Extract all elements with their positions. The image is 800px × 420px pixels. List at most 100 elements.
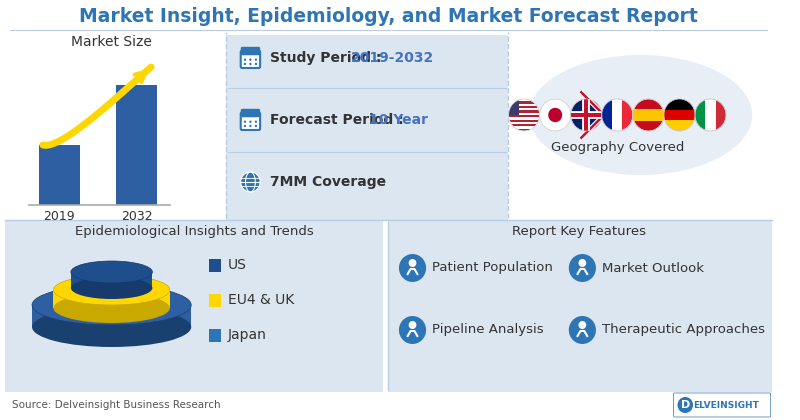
- Bar: [578, 115, 604, 140]
- Bar: [509, 99, 519, 115]
- Bar: [388, 220, 772, 242]
- Bar: [209, 329, 222, 342]
- Text: Therapeutic Approaches: Therapeutic Approaches: [602, 323, 765, 336]
- Text: Market Size: Market Size: [71, 35, 152, 49]
- FancyBboxPatch shape: [241, 109, 260, 117]
- Circle shape: [244, 63, 246, 65]
- Bar: [695, 99, 716, 131]
- Bar: [578, 90, 604, 115]
- Bar: [633, 109, 664, 121]
- Text: 2032: 2032: [121, 210, 153, 223]
- Text: Market Outlook: Market Outlook: [602, 262, 704, 275]
- Circle shape: [540, 99, 570, 131]
- Ellipse shape: [71, 261, 152, 283]
- Bar: [32, 305, 191, 327]
- Ellipse shape: [54, 293, 170, 323]
- Text: Market Insight, Epidemiology, and Market Forecast Report: Market Insight, Epidemiology, and Market…: [79, 6, 698, 26]
- FancyBboxPatch shape: [226, 35, 508, 220]
- FancyBboxPatch shape: [508, 35, 772, 220]
- Bar: [579, 116, 603, 139]
- Text: Pipeline Analysis: Pipeline Analysis: [432, 323, 543, 336]
- Bar: [117, 85, 158, 205]
- Text: D: D: [681, 400, 690, 410]
- Circle shape: [695, 99, 726, 131]
- FancyBboxPatch shape: [241, 47, 260, 55]
- Circle shape: [578, 259, 586, 267]
- Text: Forecast Period :: Forecast Period :: [270, 113, 408, 127]
- FancyBboxPatch shape: [388, 222, 772, 392]
- Bar: [242, 111, 258, 116]
- Bar: [509, 117, 540, 120]
- Bar: [509, 99, 540, 101]
- Text: ELVEINSIGHT: ELVEINSIGHT: [693, 401, 759, 410]
- Bar: [509, 104, 540, 106]
- Circle shape: [254, 58, 257, 61]
- Text: Study Period :: Study Period :: [270, 51, 386, 65]
- Bar: [602, 99, 622, 131]
- Bar: [509, 122, 540, 124]
- Text: Epidemiological Insights and Trends: Epidemiological Insights and Trends: [74, 225, 314, 237]
- Text: 2019-2032: 2019-2032: [350, 51, 434, 65]
- Ellipse shape: [529, 55, 752, 175]
- Ellipse shape: [71, 277, 152, 299]
- Bar: [209, 294, 222, 307]
- Bar: [242, 50, 258, 54]
- Circle shape: [250, 63, 251, 65]
- Ellipse shape: [54, 275, 170, 305]
- Circle shape: [664, 99, 695, 131]
- Circle shape: [509, 99, 540, 131]
- Bar: [664, 99, 695, 110]
- Circle shape: [250, 121, 251, 123]
- FancyBboxPatch shape: [241, 50, 260, 68]
- Circle shape: [548, 108, 562, 122]
- Text: EU4 & UK: EU4 & UK: [228, 293, 294, 307]
- Circle shape: [254, 63, 257, 65]
- Text: 2019: 2019: [43, 210, 75, 223]
- Circle shape: [602, 99, 633, 131]
- Bar: [39, 145, 79, 205]
- Bar: [509, 108, 540, 110]
- Circle shape: [569, 316, 596, 344]
- Text: Geography Covered: Geography Covered: [550, 142, 684, 155]
- Circle shape: [678, 397, 693, 413]
- FancyBboxPatch shape: [5, 35, 226, 220]
- Ellipse shape: [32, 285, 191, 325]
- Text: Patient Population: Patient Population: [432, 262, 553, 275]
- FancyBboxPatch shape: [674, 393, 770, 417]
- Circle shape: [244, 125, 246, 127]
- Circle shape: [244, 58, 246, 61]
- Text: US: US: [228, 258, 247, 272]
- Circle shape: [633, 99, 664, 131]
- Text: Report Key Features: Report Key Features: [513, 225, 646, 237]
- Bar: [509, 113, 540, 115]
- Bar: [602, 99, 612, 131]
- Circle shape: [244, 121, 246, 123]
- Bar: [664, 110, 695, 121]
- Ellipse shape: [32, 307, 191, 347]
- Bar: [5, 220, 383, 242]
- Bar: [509, 126, 540, 129]
- Circle shape: [399, 316, 426, 344]
- Circle shape: [241, 172, 260, 192]
- Bar: [54, 290, 170, 308]
- Text: Japan: Japan: [228, 328, 267, 342]
- Text: Source: Delveinsight Business Research: Source: Delveinsight Business Research: [12, 400, 220, 410]
- Circle shape: [409, 259, 416, 267]
- Text: 7MM Coverage: 7MM Coverage: [270, 175, 386, 189]
- Circle shape: [409, 321, 416, 329]
- Circle shape: [570, 99, 602, 131]
- Bar: [71, 272, 152, 288]
- Circle shape: [250, 125, 251, 127]
- Circle shape: [254, 125, 257, 127]
- FancyBboxPatch shape: [241, 113, 260, 130]
- Circle shape: [254, 121, 257, 123]
- Text: 10 Year: 10 Year: [369, 113, 428, 127]
- Bar: [695, 99, 706, 131]
- Circle shape: [569, 254, 596, 282]
- Bar: [209, 259, 222, 272]
- Circle shape: [578, 321, 586, 329]
- Circle shape: [399, 254, 426, 282]
- Circle shape: [250, 58, 251, 61]
- FancyBboxPatch shape: [5, 222, 383, 392]
- Bar: [579, 91, 603, 114]
